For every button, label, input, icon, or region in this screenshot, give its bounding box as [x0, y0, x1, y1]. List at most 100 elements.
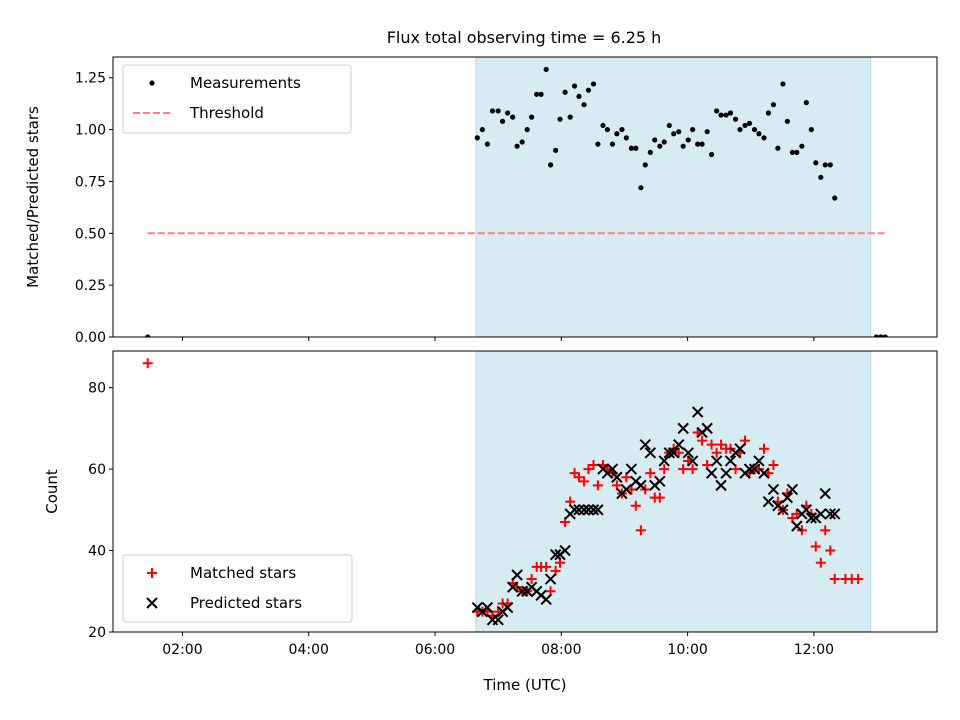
- measurement-point: [524, 126, 530, 133]
- measurement-point: [489, 108, 496, 114]
- predicted-stars-point: [705, 467, 718, 479]
- measurement-point: [727, 110, 734, 116]
- y-tick-label: 40: [88, 544, 106, 560]
- predicted-stars-point: [516, 585, 528, 597]
- y-tick-label: 0.00: [75, 330, 106, 346]
- predicted-stars-point: [549, 548, 562, 561]
- measurement-point: [680, 143, 686, 149]
- measurement-point: [543, 66, 549, 73]
- predicted-stars-point: [715, 479, 727, 492]
- measurement-point: [873, 334, 879, 337]
- measurement-point: [704, 129, 710, 135]
- measurement-point: [878, 334, 884, 337]
- measurement-point: [510, 114, 516, 120]
- predicted-stars-point: [667, 447, 680, 459]
- predicted-stars-point: [734, 443, 746, 455]
- measurement-point: [619, 126, 625, 133]
- measurement-point: [623, 135, 629, 141]
- measurement-point: [576, 93, 582, 100]
- predicted-stars-point: [829, 508, 841, 520]
- predicted-stars-point: [658, 455, 670, 467]
- x-tick-label: 12:00: [794, 642, 834, 658]
- predicted-stars-point: [777, 504, 789, 516]
- y-tick-label: 1.25: [75, 71, 106, 87]
- measurement-point: [799, 143, 805, 149]
- matched-stars-point: [579, 476, 590, 487]
- matched-stars-point: [678, 464, 689, 475]
- measurement-point: [519, 139, 525, 145]
- matched-stars-point: [526, 574, 537, 585]
- measurement-point: [628, 145, 634, 151]
- legend: Matched stars Predicted stars: [122, 554, 353, 623]
- matched-stars-point: [142, 358, 153, 369]
- matched-stars-point: [758, 443, 769, 454]
- count-panel: 20 40 60 80 02:00 04:00 06:00 08:00 10:00 12:00 Co…: [43, 350, 938, 694]
- observing-span-band: [476, 57, 871, 337]
- predicted-stars-point: [654, 475, 666, 488]
- measurement-point: [723, 112, 729, 118]
- measurement-point: [808, 126, 814, 133]
- predicted-stars-point: [511, 569, 523, 581]
- measurement-point: [600, 122, 606, 129]
- measurement-point: [557, 116, 563, 122]
- predicted-stars-point: [540, 593, 552, 606]
- measurement-point: [699, 141, 705, 147]
- measurement-point: [647, 149, 653, 156]
- measurement-point: [595, 141, 601, 147]
- predicted-stars-point: [635, 479, 647, 492]
- measurement-point: [732, 116, 739, 122]
- predicted-stars-point: [501, 601, 514, 614]
- matched-stars-point: [645, 468, 656, 479]
- predicted-stars-point: [686, 455, 699, 467]
- y-tick-label: 1.00: [75, 123, 106, 139]
- predicted-stars-point: [639, 438, 651, 451]
- matched-stars-point: [588, 460, 599, 471]
- y-tick-label: 60: [88, 462, 106, 478]
- measurement-point: [567, 114, 573, 120]
- measurement-point: [614, 131, 620, 137]
- predicted-stars-point: [781, 491, 794, 504]
- matched-stars-point: [768, 460, 779, 471]
- legend-label: Matched stars: [190, 564, 296, 582]
- x-tick-label: 02:00: [162, 642, 202, 658]
- measurement-point: [789, 149, 796, 156]
- axes-frame: [112, 350, 938, 633]
- predicted-stars-point: [800, 504, 813, 516]
- x-tick-label: 06:00: [415, 642, 455, 658]
- matched-stars-point: [829, 574, 840, 585]
- measurement-point: [708, 151, 715, 158]
- measurement-point: [581, 102, 587, 108]
- predicted-stars-point: [805, 512, 818, 524]
- predicted-stars-point: [753, 455, 765, 467]
- measurement-point: [827, 162, 833, 168]
- predicted-stars-point: [573, 504, 585, 516]
- measurement-point: [529, 114, 535, 120]
- predicted-stars-point: [492, 614, 504, 626]
- measurement-point: [775, 145, 781, 151]
- matched-stars-point: [673, 447, 684, 458]
- measurement-point: [609, 141, 616, 147]
- measurement-point: [746, 120, 753, 126]
- y-axis-label: Matched/Predicted stars: [24, 106, 42, 288]
- predicted-stars-point: [568, 504, 581, 516]
- predicted-stars-point: [748, 463, 761, 475]
- x-tick-label: 04:00: [289, 642, 329, 658]
- matched-stars-point: [654, 492, 665, 503]
- data-marks: [145, 66, 888, 337]
- matched-stars-point: [630, 500, 641, 511]
- measurement-point: [690, 126, 696, 133]
- measurement-point: [479, 126, 485, 133]
- predicted-stars-point: [481, 601, 494, 614]
- measurement-point: [562, 89, 568, 95]
- measurement-point: [742, 122, 748, 129]
- legend-box: [122, 554, 353, 623]
- predicted-stars-point: [691, 406, 704, 418]
- predicted-stars-point: [724, 455, 737, 467]
- predicted-stars-point: [815, 508, 827, 520]
- predicted-stars-point: [786, 483, 799, 496]
- matched-stars-point: [697, 435, 708, 446]
- y-tick-label: 0.25: [75, 278, 106, 294]
- x-tick-label: 10:00: [667, 642, 707, 658]
- legend-label: Threshold: [189, 104, 264, 122]
